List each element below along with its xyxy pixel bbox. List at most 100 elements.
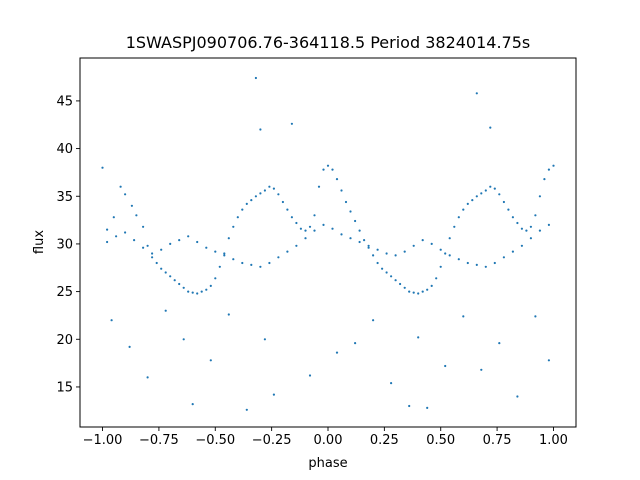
data-point xyxy=(448,237,451,240)
x-tick-label: 0.75 xyxy=(483,433,512,448)
data-point xyxy=(489,185,492,188)
data-point xyxy=(254,76,257,80)
y-axis-label: flux xyxy=(32,230,47,254)
data-point xyxy=(286,250,289,253)
data-point xyxy=(466,202,469,205)
data-point xyxy=(245,202,248,205)
data-point xyxy=(245,408,248,411)
data-point xyxy=(543,178,546,181)
data-point xyxy=(507,208,510,211)
data-point xyxy=(227,237,230,240)
y-axis: 15 20 25 30 35 40 45 xyxy=(56,94,80,395)
data-point xyxy=(106,228,109,231)
data-point xyxy=(277,256,280,259)
data-point xyxy=(259,128,262,131)
data-point xyxy=(552,164,555,167)
data-point xyxy=(340,189,343,192)
data-point xyxy=(205,288,208,291)
data-point xyxy=(169,275,172,278)
y-tick-label: 45 xyxy=(56,94,73,109)
data-point xyxy=(112,216,115,219)
data-point xyxy=(223,252,226,255)
data-point xyxy=(430,242,433,245)
data-point xyxy=(209,284,212,287)
data-point xyxy=(435,277,438,280)
data-point xyxy=(484,265,487,268)
data-point xyxy=(169,242,172,245)
data-point xyxy=(385,271,388,274)
data-point xyxy=(130,204,133,207)
data-point xyxy=(498,193,501,196)
data-point xyxy=(426,406,429,409)
x-axis: −1.00 −0.75 −0.50 −0.25 0.00 0.25 0.50 0.75 1.00 xyxy=(83,427,568,448)
data-point xyxy=(322,168,325,171)
data-point xyxy=(290,122,293,125)
data-point xyxy=(277,193,280,196)
data-point xyxy=(349,237,352,240)
data-point xyxy=(326,164,330,167)
data-point xyxy=(272,393,275,396)
data-point xyxy=(313,229,316,232)
y-tick-label: 35 xyxy=(56,190,73,205)
data-point xyxy=(155,261,158,265)
data-point xyxy=(547,359,551,362)
data-point xyxy=(182,286,185,289)
data-point xyxy=(146,376,149,379)
chart-title: 1SWASPJ090706.76-364118.5 Period 3824014… xyxy=(126,33,531,52)
data-point xyxy=(376,261,379,265)
data-point xyxy=(439,248,442,251)
data-point xyxy=(295,221,298,225)
data-point xyxy=(403,286,406,289)
data-point xyxy=(272,187,275,190)
x-tick-label: −1.00 xyxy=(83,433,123,448)
data-point xyxy=(304,229,307,232)
data-point xyxy=(520,227,524,230)
data-point xyxy=(110,319,113,322)
data-point xyxy=(142,246,145,249)
x-tick-label: 0.25 xyxy=(370,433,399,448)
data-point xyxy=(444,252,447,255)
y-tick-label: 40 xyxy=(56,142,73,157)
data-point xyxy=(259,265,262,268)
data-point xyxy=(160,248,163,251)
data-point xyxy=(281,200,284,204)
data-point xyxy=(268,185,271,188)
x-tick-label: 1.00 xyxy=(539,433,568,448)
data-point xyxy=(268,261,271,265)
data-point xyxy=(295,244,298,247)
data-point xyxy=(128,345,131,348)
data-point xyxy=(178,282,181,286)
data-point xyxy=(317,185,321,188)
data-point xyxy=(520,244,524,247)
data-point xyxy=(475,92,478,95)
data-point xyxy=(133,239,136,242)
data-point xyxy=(200,290,203,293)
data-point xyxy=(525,229,528,232)
data-point xyxy=(358,229,361,232)
data-point xyxy=(426,288,429,291)
data-point xyxy=(529,225,533,228)
data-point xyxy=(372,319,375,322)
data-point xyxy=(304,237,307,240)
y-tick-label: 30 xyxy=(56,237,73,252)
data-point xyxy=(367,244,370,247)
data-point xyxy=(290,216,293,219)
data-point xyxy=(480,368,483,371)
data-point xyxy=(187,235,190,238)
data-point xyxy=(403,250,406,253)
data-point xyxy=(453,225,456,228)
data-point xyxy=(263,338,266,341)
data-point xyxy=(196,292,199,295)
data-point xyxy=(390,382,393,385)
data-point xyxy=(115,235,118,238)
data-point xyxy=(250,199,253,202)
data-point xyxy=(516,395,519,398)
data-point xyxy=(313,214,316,217)
data-point xyxy=(322,223,325,226)
data-point xyxy=(439,265,442,268)
data-point xyxy=(232,258,235,261)
data-point xyxy=(106,240,109,244)
data-point xyxy=(173,279,176,282)
